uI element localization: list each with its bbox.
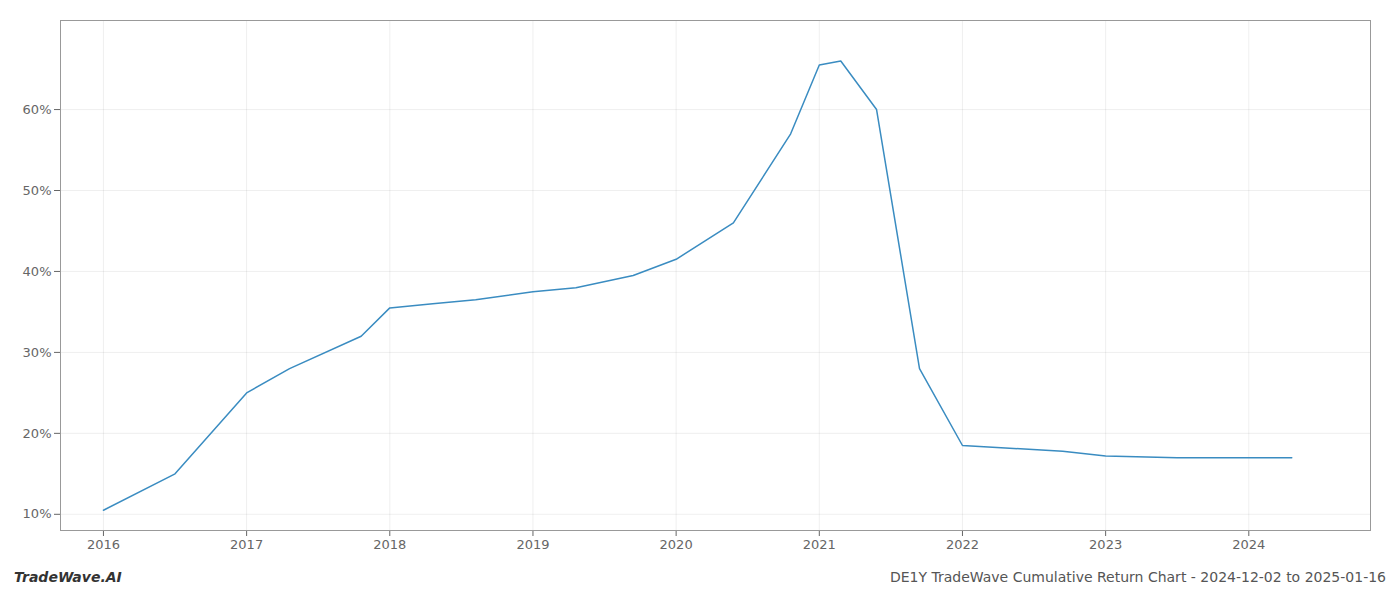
svg-text:2018: 2018: [373, 537, 406, 552]
svg-text:50%: 50%: [23, 183, 52, 198]
svg-text:40%: 40%: [23, 264, 52, 279]
svg-text:2019: 2019: [516, 537, 549, 552]
svg-text:2022: 2022: [946, 537, 979, 552]
svg-text:2023: 2023: [1089, 537, 1122, 552]
svg-text:2020: 2020: [660, 537, 693, 552]
svg-text:2016: 2016: [87, 537, 120, 552]
svg-text:60%: 60%: [23, 102, 52, 117]
svg-text:2024: 2024: [1232, 537, 1265, 552]
svg-text:2021: 2021: [803, 537, 836, 552]
html-text:DE1Y TradeWave Cumulative Retu: DE1Y TradeWave Cumulative Return Chart -…: [889, 569, 1386, 585]
svg-text:30%: 30%: [23, 345, 52, 360]
svg-text:20%: 20%: [23, 426, 52, 441]
svg-text:10%: 10%: [23, 506, 52, 521]
html-text:TradeWave.AI: TradeWave.AI: [14, 569, 122, 585]
svg-text:2017: 2017: [230, 537, 263, 552]
